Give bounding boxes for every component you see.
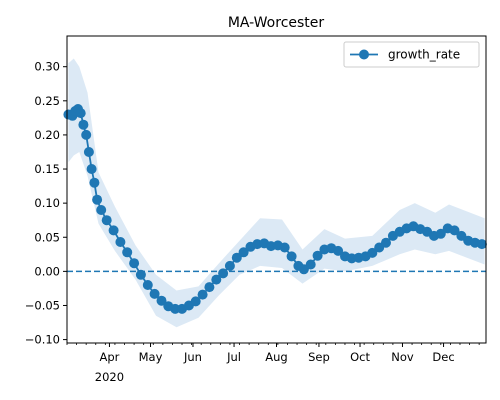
growth-rate-point (142, 280, 153, 290)
confidence-band (68, 58, 485, 328)
growth-rate-point (279, 242, 290, 253)
y-tick-label: 0.10 (34, 196, 60, 210)
growth-rate-point (204, 282, 215, 293)
x-tick-label: Jun (183, 350, 202, 364)
growth-rate-point (333, 245, 344, 256)
growth-rate-point (286, 251, 297, 262)
growth-rate-point (312, 250, 323, 261)
y-tick-label: 0.25 (34, 94, 60, 108)
growth-rate-point (78, 119, 89, 130)
y-tick-label: −0.10 (25, 333, 60, 347)
growth-rate-point (156, 295, 167, 306)
growth-rate-point (108, 225, 119, 236)
x-tick-label: Apr (99, 350, 119, 364)
y-tick-label: 0.15 (34, 162, 60, 176)
growth-rate-point (86, 164, 97, 174)
growth-rate-point (381, 237, 391, 248)
y-tick-label: 0.20 (34, 128, 60, 142)
x-tick-label: Nov (391, 350, 414, 364)
growth-rate-point (115, 237, 126, 247)
growth-rate-point (83, 147, 94, 157)
legend-label-growth-rate: growth_rate (388, 48, 460, 62)
plot-area (63, 58, 487, 328)
legend: growth_rate (343, 41, 480, 68)
x-tick-label: Oct (350, 350, 370, 364)
growth-rate-point (92, 194, 103, 205)
growth-rate-point (238, 247, 249, 258)
growth-rate-point (435, 228, 446, 239)
growth-rate-point (449, 225, 460, 236)
y-tick-label: 0.00 (34, 264, 60, 278)
legend-marker-swatch (359, 49, 369, 60)
growth-rate-point (218, 268, 229, 279)
axes: −0.10 −0.05 0.00 0.05 0.10 0.15 0.20 0.25 0.30 Ap… (25, 35, 487, 384)
growth-rate-point (367, 247, 378, 258)
growth-rate-point (190, 296, 201, 307)
growth-rate-point (135, 269, 146, 280)
growth-rate-point (129, 258, 140, 269)
growth-rate-point (75, 108, 86, 119)
growth-rate-point (89, 177, 100, 188)
growth-rate-point (224, 260, 235, 271)
growth-rate-point (81, 129, 92, 140)
growth-rate-point (101, 215, 112, 226)
x-tick-label: Jul (226, 350, 241, 364)
x-tick-sublabel: 2020 (95, 370, 124, 384)
growth-rate-point (149, 288, 160, 299)
y-tick-label: −0.05 (25, 298, 60, 312)
growth-rate-point (122, 247, 133, 258)
chart-title: MA-Worcester (228, 15, 325, 31)
growth-rate-point (96, 205, 107, 215)
x-tick-label: Sep (308, 350, 330, 364)
growth-rate-point (476, 239, 487, 250)
axes-frame (66, 35, 487, 344)
y-tick-label: 0.05 (34, 230, 60, 244)
legend-box (343, 41, 480, 68)
growth-rate-point (231, 252, 242, 263)
growth-rate-point (305, 259, 316, 270)
x-tick-label: Dec (432, 350, 454, 364)
growth-rate-point (197, 289, 208, 300)
y-tick-label: 0.30 (34, 60, 60, 74)
x-tick-label: Aug (265, 350, 287, 364)
x-tick-label: May (139, 350, 163, 364)
growth-rate-point (211, 274, 222, 285)
